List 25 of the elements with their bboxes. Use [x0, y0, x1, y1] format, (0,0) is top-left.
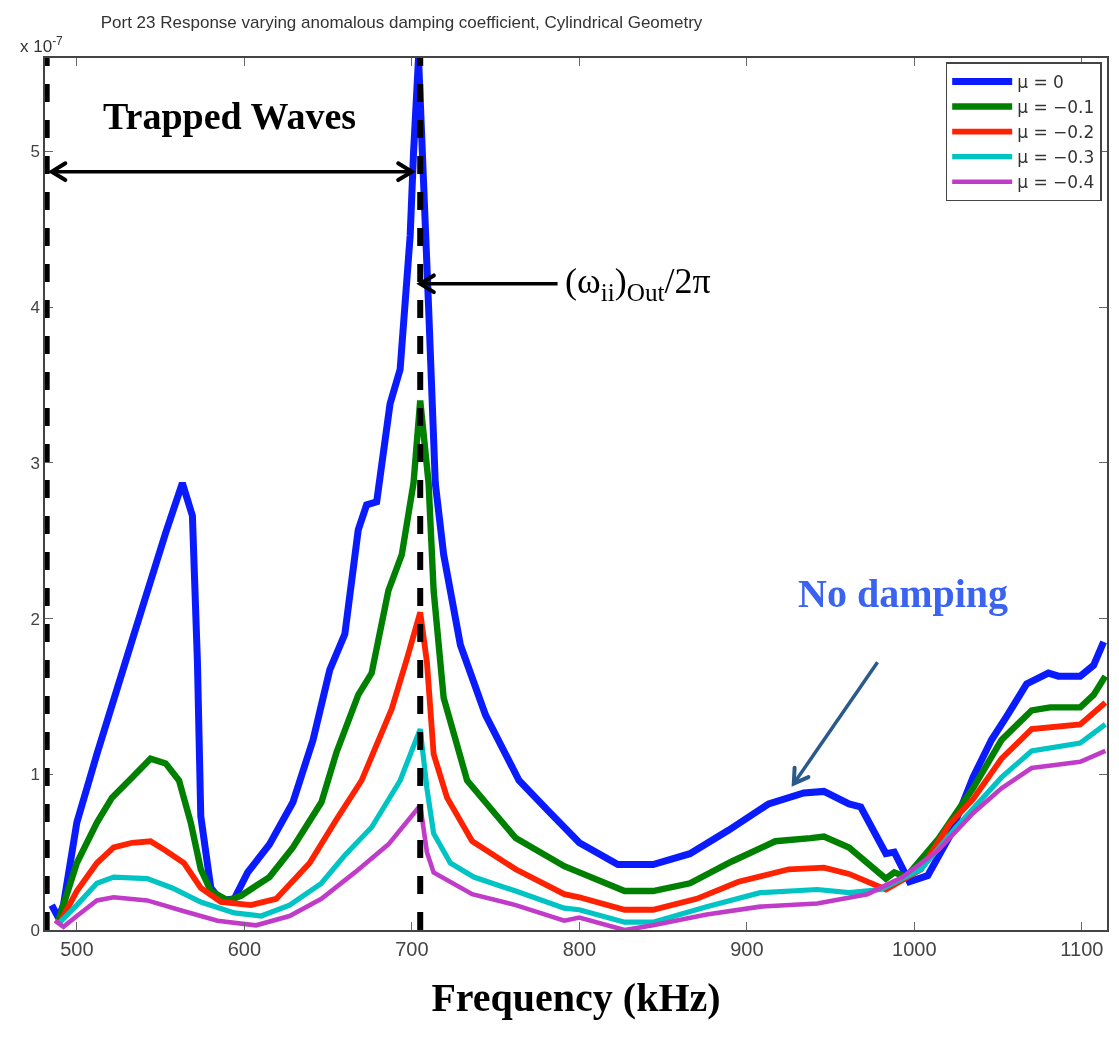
annotation: No damping [798, 571, 1009, 616]
x-tick-label: 500 [60, 937, 94, 960]
annotation: (ω$_{ii}$)$_{Out}$/2π [565, 261, 711, 306]
legend-label: μ = −0.2 [1017, 122, 1095, 143]
y-tick-label: 2 [30, 609, 40, 629]
x-tick-label: 800 [562, 937, 597, 960]
legend-label: μ = 0 [1017, 72, 1064, 93]
y-tick-label: 5 [30, 142, 40, 162]
x-tick-label: 1000 [892, 937, 937, 960]
text: x 10$^{-7}$ [20, 34, 64, 57]
y-tick-label: 4 [30, 298, 40, 318]
legend-label: μ = −0.4 [1017, 172, 1095, 193]
y-tick-label: 1 [30, 765, 40, 785]
annotation: Trapped Waves [103, 95, 357, 137]
legend-label: μ = −0.3 [1017, 147, 1095, 168]
chart-title: Port 23 Response varying anomalous damping coefficient, Cylindrical Geometry [100, 12, 703, 32]
legend-label: μ = −0.1 [1017, 97, 1095, 118]
y-tick-label: 0 [30, 920, 40, 940]
x-axis-title: Frequency (kHz) [431, 974, 721, 1020]
y-tick-label: 3 [30, 453, 40, 473]
x-tick-label: 700 [395, 937, 429, 960]
x-tick-label: 900 [730, 937, 764, 960]
line-series [52, 748, 1107, 930]
x-tick-label: 1100 [1060, 937, 1104, 960]
x-tick-label: 600 [227, 937, 262, 960]
